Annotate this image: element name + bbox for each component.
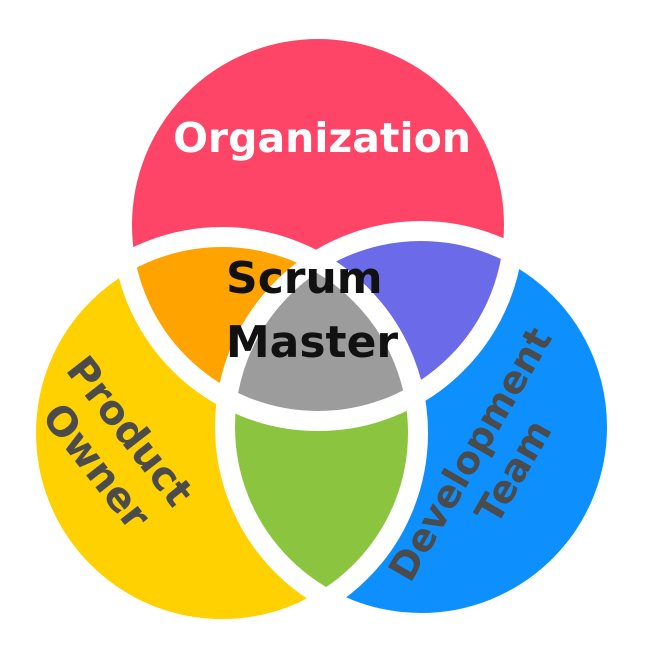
organization-label: Organization [173, 114, 471, 162]
product-owner-ring [16, 227, 428, 639]
development-team-ring [215, 221, 627, 633]
separator-rings [16, 19, 627, 639]
scrum-master-line-1: Scrum [226, 253, 383, 304]
scrum-master-label: Scrum Master [226, 253, 399, 368]
scrum-master-line-2: Master [226, 317, 399, 368]
center-overlap [225, 237, 418, 421]
organization-ring [112, 19, 524, 431]
